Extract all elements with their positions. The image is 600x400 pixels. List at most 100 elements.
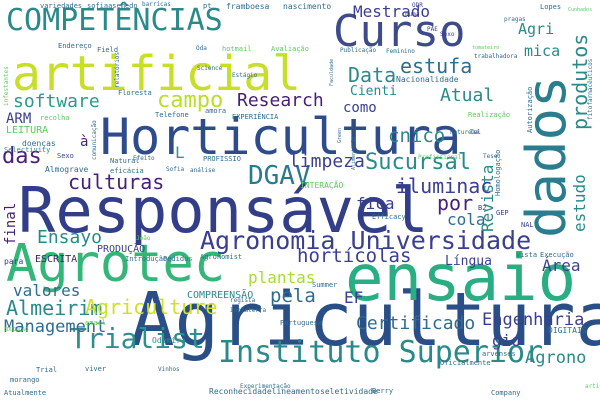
word-b2: B2	[478, 204, 487, 212]
word-escrita: ESCRITA	[35, 254, 78, 265]
word-pedidos: Pedidos	[163, 255, 193, 263]
word-engenharia: Engenharia	[482, 310, 585, 330]
word-efficacy: Efficacy	[372, 213, 406, 221]
word-tese: Tese	[483, 153, 498, 160]
word-odemira: Odemira	[152, 336, 186, 345]
word-gep: GEP	[496, 209, 509, 217]
word-a-grave: à	[80, 134, 89, 150]
word-relatorios: relatórios	[114, 51, 121, 88]
word-viver: viver	[85, 365, 107, 373]
word-artigo: artigo	[585, 383, 600, 390]
word-nascimento: nascimento	[283, 2, 332, 11]
word-trabalhadora: trabalhadora	[474, 53, 518, 60]
word-agrono: Agrono	[525, 348, 587, 368]
word-sofia: Sofia	[166, 166, 185, 173]
word-introducao: Introdução	[125, 255, 168, 263]
word-experiencia: EXPERIÊNCIA	[232, 113, 279, 121]
word-publicacao: Publicação	[340, 47, 377, 54]
word-arvenses: arvenses	[482, 350, 516, 358]
word-sucursal: Sucursal	[365, 150, 471, 175]
word-plantas: plantas	[248, 268, 316, 287]
word-nacionalidade: Nacionalidade	[396, 75, 459, 84]
word-culturas: culturas	[68, 170, 165, 194]
word-software: software	[13, 91, 100, 112]
word-lopes: Lopes	[540, 3, 562, 11]
word-sofiaasemedo: sofiaasemedo	[87, 2, 138, 10]
word-comunicacao: comunicação	[91, 120, 98, 160]
word-sexo: Sexo	[57, 152, 74, 160]
word-educacao: EDUCAÇÃO	[4, 327, 29, 333]
word-amora: amora	[205, 107, 227, 115]
word-analise: análise	[190, 167, 216, 174]
word-almeirim: Almeirim	[6, 296, 103, 320]
word-profissio: PROFISSIO	[203, 155, 241, 163]
word-summer: Summer	[312, 281, 338, 289]
word-company: Company	[491, 389, 521, 397]
word-cola: cola	[447, 210, 486, 229]
word-trial: Trial	[36, 366, 58, 374]
word-ensayo: Ensayo	[37, 227, 103, 248]
word-area: Área	[542, 256, 581, 275]
word-atualmente: Atualmente	[4, 389, 47, 397]
word-campo: campo	[157, 88, 224, 113]
word-almograve: Almograve	[45, 165, 89, 174]
word-como: como	[343, 100, 377, 116]
word-tel: Tel	[470, 129, 481, 136]
word-nal: NAL	[521, 221, 534, 229]
word-estudo: estudo	[570, 174, 589, 232]
word-trialist: Trialist	[70, 322, 205, 355]
word-avaliacao: Avaliação	[271, 45, 309, 53]
word-natureza: natureza	[450, 129, 479, 136]
word-dgav: DGAV	[248, 161, 311, 191]
word-feminino: Feminino	[386, 48, 415, 55]
word-barricas: barricas	[142, 1, 171, 8]
word-realizacao: Realização	[468, 111, 511, 119]
word-cienti: Cienti	[350, 84, 397, 99]
word-instituto-superior: Instituto Superior	[218, 335, 544, 370]
word-email: email	[85, 319, 107, 327]
word-pt: pt	[203, 2, 212, 10]
word-competencias: COMPETÊNCIAS	[6, 3, 223, 38]
word-ef: EF	[344, 288, 364, 307]
word-agronomia-universidade: Agronomia Universidade	[200, 226, 532, 255]
word-pae: PAE	[427, 26, 438, 33]
word-tomateiro: tomateiro	[472, 45, 500, 51]
word-telefone: Telefone	[155, 111, 189, 119]
word-delineamento: delineamento	[262, 387, 320, 396]
word-numa: numa	[405, 11, 420, 18]
word-ensaio: ensaio	[345, 242, 577, 316]
word-doencas: doenças	[22, 139, 56, 148]
word-fitofarmaceuticos: fitofarmacêuticos	[587, 58, 594, 120]
word-framboesa: framboesa	[226, 2, 270, 11]
word-science: Science	[197, 65, 223, 72]
word-limpeza: limpeza	[289, 151, 365, 172]
word-seletividade: seletividade	[320, 387, 378, 396]
word-curso: Curso	[333, 6, 466, 57]
word-final: final	[3, 202, 19, 245]
word-sexo-2: Sexo	[440, 31, 455, 38]
word-l: L	[175, 143, 185, 162]
word-regista: regista	[230, 297, 256, 304]
word-autorizacao: Autorização	[526, 86, 534, 133]
word-infestantes: infestantes	[3, 66, 10, 106]
word-hotmail: hotmail	[222, 45, 252, 53]
word-artificial: artificial	[12, 46, 301, 102]
word-management: Management	[4, 317, 107, 337]
word-arm: ARM	[6, 111, 32, 127]
word-iluminac: iluminac	[396, 174, 493, 198]
word-cnico: cnico	[388, 125, 446, 147]
word-por: por	[437, 191, 474, 215]
word-data: Data	[348, 63, 397, 87]
word-agriculture: Agriculture	[85, 295, 218, 319]
word-endereco: Endereço	[58, 42, 92, 50]
word-fica: fica	[356, 194, 395, 213]
word-agri: Agri	[518, 20, 555, 38]
word-natural: Natural	[110, 157, 140, 165]
word-cunhados: Cunhados	[568, 7, 593, 13]
word-horticultura: Horticultura	[100, 108, 462, 166]
word-berry: Berry	[372, 387, 394, 395]
word-producao: PRODUÇÃO	[97, 244, 146, 255]
word-faculdade: Faculdade	[329, 58, 335, 86]
word-inglaterra: Inglaterra	[230, 307, 267, 314]
